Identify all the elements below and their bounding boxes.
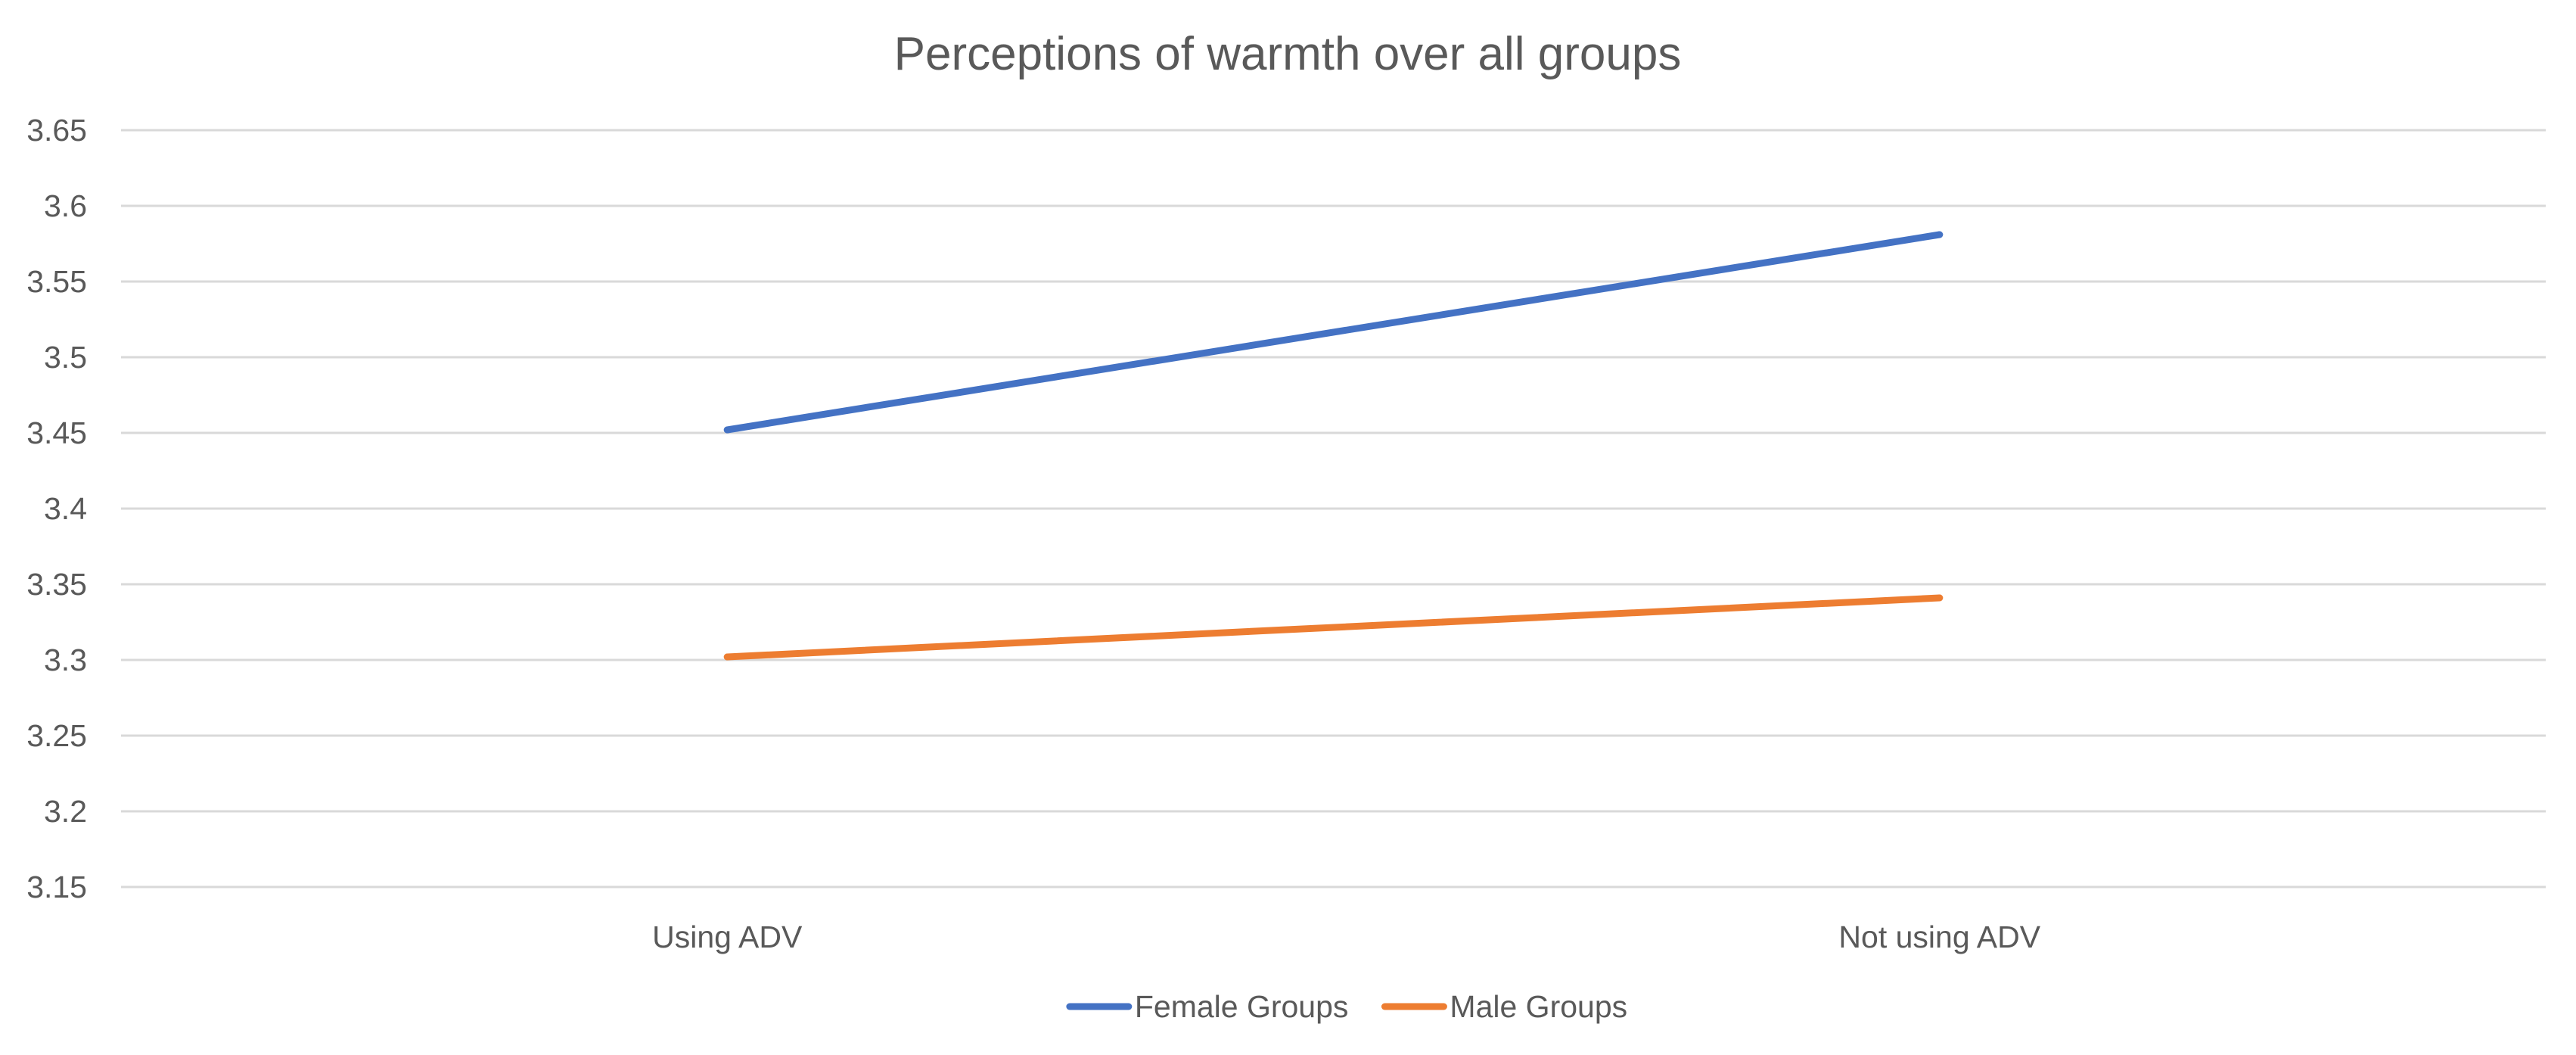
series-lines [723, 231, 1944, 661]
legend: Female Groups Male Groups [1066, 989, 1627, 1024]
y-tick-label: 3.35 [26, 567, 87, 602]
y-tick-label: 3.45 [26, 415, 87, 450]
y-tick-label: 3.4 [44, 491, 87, 526]
legend-item: Male Groups [1381, 989, 1627, 1024]
y-tick-label: 3.55 [26, 264, 87, 299]
y-tick-label: 3.2 [44, 794, 87, 829]
data-point [723, 426, 731, 434]
chart-title: Perceptions of warmth over all groups [894, 28, 1682, 80]
data-point [1936, 231, 1944, 238]
legend-label: Male Groups [1450, 989, 1627, 1024]
y-axis-tick-labels: 3.15 3.2 3.25 3.3 3.35 3.4 3.45 3.5 3.55 3.6 3.65 [26, 113, 87, 904]
series-line-male-groups [723, 594, 1944, 661]
x-tick-label: Not using ADV [1838, 920, 2040, 954]
y-tick-label: 3.15 [26, 870, 87, 904]
legend-label: Female Groups [1135, 989, 1349, 1024]
y-tick-label: 3.3 [44, 643, 87, 677]
x-tick-label: Using ADV [652, 920, 803, 954]
y-tick-label: 3.5 [44, 340, 87, 375]
y-tick-label: 3.25 [26, 718, 87, 753]
data-point [723, 653, 731, 661]
series-line-female-groups [723, 231, 1944, 434]
y-tick-label: 3.6 [44, 188, 87, 223]
x-axis-tick-labels: Using ADV Not using ADV [652, 920, 2041, 954]
data-point [1936, 594, 1944, 602]
gridlines [121, 129, 2546, 889]
y-tick-label: 3.65 [26, 113, 87, 148]
legend-item: Female Groups [1066, 989, 1349, 1024]
